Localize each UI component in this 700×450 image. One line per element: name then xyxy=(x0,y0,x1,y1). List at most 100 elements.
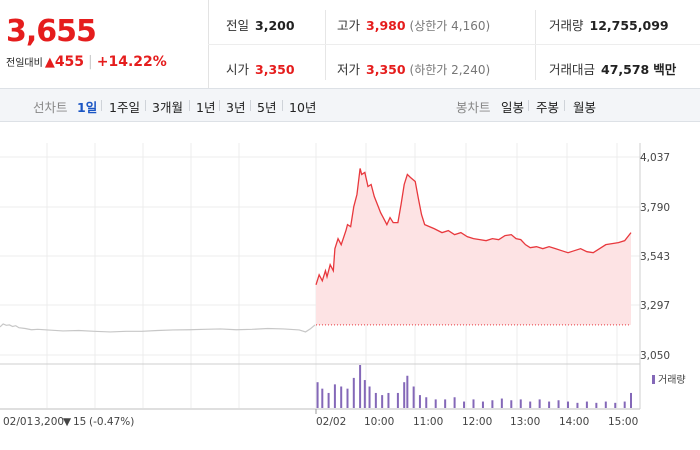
volume-bar xyxy=(346,388,349,408)
stat-turnover: 거래대금 47,578 백만 xyxy=(549,59,676,78)
price-change: 전일대비 ▲455 | +14.22% xyxy=(6,54,167,70)
current-price: 3,655 xyxy=(6,14,97,49)
volume-bar xyxy=(363,380,366,408)
volume-bar xyxy=(381,395,384,408)
stat-label: 고가 xyxy=(337,18,361,33)
stat-value: 3,350 xyxy=(255,62,295,77)
stat-high: 고가 3,980 (상한가 4,160) xyxy=(337,15,490,34)
volume-bar xyxy=(425,397,428,408)
tab-divider xyxy=(564,100,565,111)
stat-value: 47,578 xyxy=(601,62,650,77)
volume-bar xyxy=(396,392,399,408)
x-tick-label: 15:00 xyxy=(608,416,638,428)
volume-bar xyxy=(316,382,319,408)
volume-bar xyxy=(352,377,355,408)
chart-period-tabs: 선차트 1일 1주일 3개월 1년 3년 5년 10년 봉차트 일봉 주봉 월봉 xyxy=(0,88,700,122)
volume-bar xyxy=(368,386,371,408)
volume-bar xyxy=(529,401,532,408)
tab-daily-candle[interactable]: 일봉 xyxy=(501,100,525,115)
tab-3y[interactable]: 3년 xyxy=(226,100,246,115)
tab-divider xyxy=(101,100,102,111)
prev-day-close: 3,200 xyxy=(34,416,64,428)
change-amount: 455 xyxy=(54,54,85,70)
tab-divider xyxy=(250,100,251,111)
y-tick-label: 3,297 xyxy=(640,300,670,312)
volume-bar xyxy=(557,400,560,408)
stat-value: 3,980 xyxy=(366,18,406,33)
y-tick-label: 3,790 xyxy=(640,202,670,214)
today-price-line xyxy=(315,168,632,285)
tab-divider xyxy=(282,100,283,111)
volume-bar xyxy=(630,392,632,408)
tab-5y[interactable]: 5년 xyxy=(257,100,277,115)
change-divider: | xyxy=(88,54,93,70)
up-triangle-icon: ▲ xyxy=(44,55,55,70)
tab-1w[interactable]: 1주일 xyxy=(109,100,140,115)
x-tick-label: 12:00 xyxy=(462,416,492,428)
tab-divider xyxy=(528,100,529,111)
y-tick-label: 3,543 xyxy=(640,251,670,263)
volume-bar xyxy=(576,402,579,408)
volume-bars xyxy=(316,365,632,408)
prev-day-change-pct: (-0.47%) xyxy=(89,416,134,428)
stat-label: 저가 xyxy=(337,62,361,77)
volume-bar xyxy=(321,388,324,408)
upper-limit: (상한가 4,160) xyxy=(409,19,491,33)
tab-3m[interactable]: 3개월 xyxy=(152,100,183,115)
volume-bar xyxy=(491,400,494,408)
volume-bar xyxy=(510,400,513,408)
stat-label: 시가 xyxy=(226,62,250,77)
volume-bar xyxy=(444,399,447,408)
volume-bar xyxy=(333,384,336,408)
tab-1d[interactable]: 1일 xyxy=(77,100,98,115)
volume-bar xyxy=(403,382,406,408)
volume-bar xyxy=(327,392,330,408)
volume-legend-swatch xyxy=(652,375,655,384)
change-percent: +14.22% xyxy=(96,54,167,70)
stat-value: 3,350 xyxy=(366,62,406,77)
stat-prev-close: 전일 3,200 xyxy=(226,15,295,34)
volume-bar xyxy=(472,399,475,408)
divider xyxy=(535,10,536,80)
volume-bar xyxy=(481,401,484,408)
volume-bar xyxy=(623,401,626,408)
volume-bar xyxy=(614,402,617,408)
volume-bar xyxy=(595,402,598,408)
volume-bar xyxy=(406,375,409,408)
x-tick-label: 13:00 xyxy=(510,416,540,428)
line-chart-label: 선차트 xyxy=(33,100,68,115)
lower-limit: (하한가 2,240) xyxy=(409,63,491,77)
x-tick-label: 02/02 xyxy=(316,416,346,428)
tab-weekly-candle[interactable]: 주봉 xyxy=(536,100,560,115)
volume-bar xyxy=(500,398,503,408)
volume-bar xyxy=(567,401,569,408)
price-box: 3,655 전일대비 ▲455 | +14.22% xyxy=(0,0,209,88)
stat-label: 거래대금 xyxy=(549,62,596,77)
volume-bar xyxy=(463,401,466,408)
tab-divider xyxy=(145,100,146,111)
volume-bar xyxy=(538,399,541,408)
volume-bar xyxy=(340,386,343,408)
volume-bar xyxy=(387,392,390,408)
tab-10y[interactable]: 10년 xyxy=(289,100,317,115)
stat-value: 12,755,099 xyxy=(589,18,669,33)
x-tick-label: 10:00 xyxy=(364,416,394,428)
x-axis-labels: 02/02 10:00 11:00 12:00 13:00 14:00 15:00 xyxy=(315,409,638,428)
stat-label: 전일 xyxy=(226,18,250,33)
stat-low: 저가 3,350 (하한가 2,240) xyxy=(337,59,490,78)
volume-bar xyxy=(519,399,522,408)
change-label: 전일대비 xyxy=(6,58,43,69)
volume-bar xyxy=(434,399,437,408)
down-triangle-icon: ▼ xyxy=(63,416,72,428)
tab-monthly-candle[interactable]: 월봉 xyxy=(573,100,597,115)
volume-bar xyxy=(412,386,415,408)
divider xyxy=(325,10,326,80)
stat-volume: 거래량 12,755,099 xyxy=(549,15,669,34)
quote-header: 3,655 전일대비 ▲455 | +14.22% 전일 3,200 고가 3,980 (… xyxy=(0,0,700,88)
x-tick-label: 11:00 xyxy=(413,416,443,428)
volume-bar xyxy=(359,365,362,408)
stat-value: 3,200 xyxy=(255,18,295,33)
tab-1y[interactable]: 1년 xyxy=(196,100,216,115)
volume-bar xyxy=(548,401,551,408)
prev-day-date: 02/01 xyxy=(3,416,33,428)
